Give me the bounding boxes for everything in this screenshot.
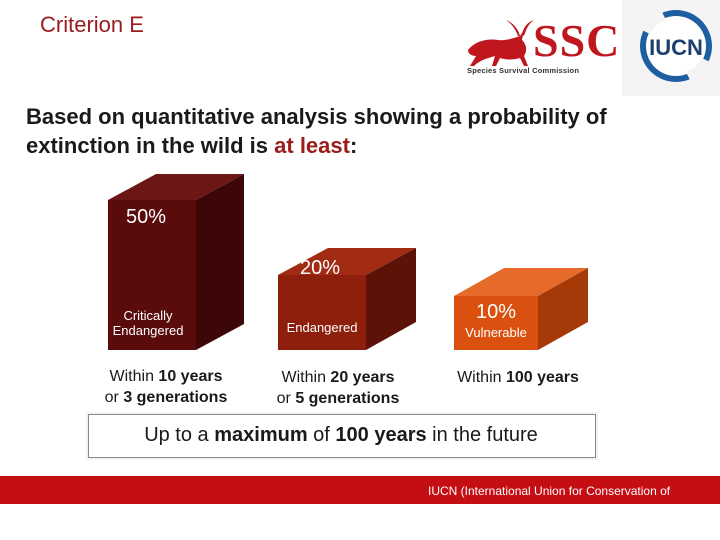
percent-endangered: 20% [300,257,341,279]
criterion-title: Criterion E [40,12,144,37]
time-prefix: Within [109,368,159,385]
footer-prefix: Up to a [144,424,215,446]
time-years: 100 years [505,369,579,386]
bottom-bar-text: IUCN (International Union for Conservati… [428,484,671,498]
box-endangered [278,248,416,350]
heading-highlight: at least [274,133,350,158]
time-prefix: Within [281,369,331,386]
heading-colon: : [349,133,358,158]
footer-years: 100 years [335,424,427,446]
footer-statement: Up to a maximum of 100 years in the futu… [88,424,594,447]
iucn-logo: IUCN [622,0,720,96]
box-critically-endangered [108,174,244,350]
percent-vulnerable: 10% [476,301,517,323]
footer-middle: of [307,424,336,446]
footer-suffix: in the future [426,424,538,446]
time-years: 20 years [330,369,395,386]
ssc-wordmark: SSC [533,15,621,66]
timeframe-vulnerable: Within 100 years [440,367,596,388]
time-prefix-2: or [104,389,124,406]
label-line-2: Endangered [112,323,184,338]
timeframe-endangered: Within 20 years or 5 generations [262,367,414,409]
ssc-subtitle: Species Survival Commission [467,66,580,75]
percent-critically-endangered: 50% [126,206,167,228]
category-boxes [108,174,588,350]
label-critically-endangered: Critically Endangered [108,308,188,338]
label-line-1: Critically [123,308,173,323]
antelope-icon [468,20,534,66]
footer-statement-box [88,414,596,458]
bottom-bar [0,476,720,504]
time-prefix: Within [457,369,506,386]
iucn-emblem-icon: IUCN [640,10,712,82]
time-years: 10 years [158,368,223,385]
iucn-wordmark: IUCN [649,35,703,60]
ssc-logo [468,20,534,66]
label-vulnerable: Vulnerable [465,325,527,340]
label-endangered: Endangered [286,320,358,335]
timeframe-critically-endangered: Within 10 years or 3 generations [90,366,242,408]
slide-heading: Based on quantitative analysis showing a… [26,102,706,160]
time-generations: 3 generations [123,389,228,406]
time-generations: 5 generations [295,390,400,407]
footer-maximum: maximum [214,424,308,446]
box-vulnerable [454,268,588,350]
time-prefix-2: or [276,390,296,407]
heading-text: Based on quantitative analysis showing a… [26,104,607,158]
